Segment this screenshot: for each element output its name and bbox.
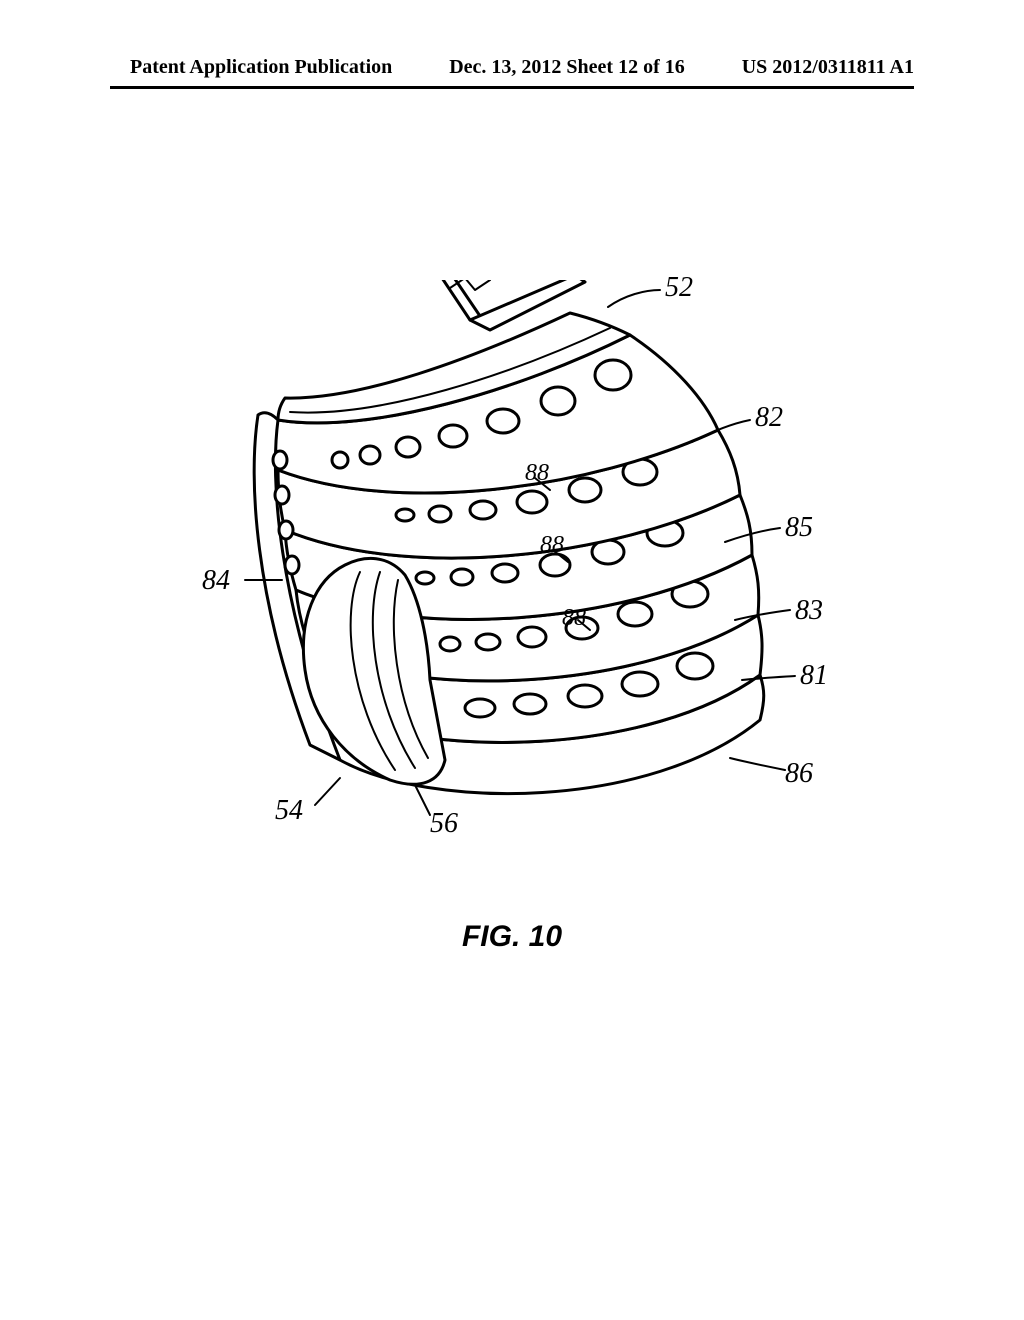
ref-83: 83	[795, 595, 823, 627]
ref-81: 81	[800, 660, 828, 692]
ref-88b: 88	[540, 532, 564, 559]
figure-caption: FIG. 10	[0, 920, 1024, 954]
ref-56: 56	[430, 808, 458, 840]
ref-84: 84	[202, 565, 230, 597]
ref-54: 54	[275, 795, 303, 827]
ref-82: 82	[755, 402, 783, 434]
ref-88a: 88	[525, 460, 549, 487]
page-header: Patent Application Publication Dec. 13, …	[0, 56, 1024, 79]
header-center: Dec. 13, 2012 Sheet 12 of 16	[449, 56, 685, 79]
figure-10: 52 82 85 83 81 86 84 54 56 88 88 88	[170, 280, 820, 850]
header-right: US 2012/0311811 A1	[742, 56, 914, 79]
ref-88c: 88	[562, 605, 586, 632]
header-rule	[110, 86, 914, 89]
figure-svg	[170, 280, 820, 850]
ref-52: 52	[665, 272, 693, 304]
ref-85: 85	[785, 512, 813, 544]
ref-86: 86	[785, 758, 813, 790]
header-left: Patent Application Publication	[130, 56, 392, 79]
